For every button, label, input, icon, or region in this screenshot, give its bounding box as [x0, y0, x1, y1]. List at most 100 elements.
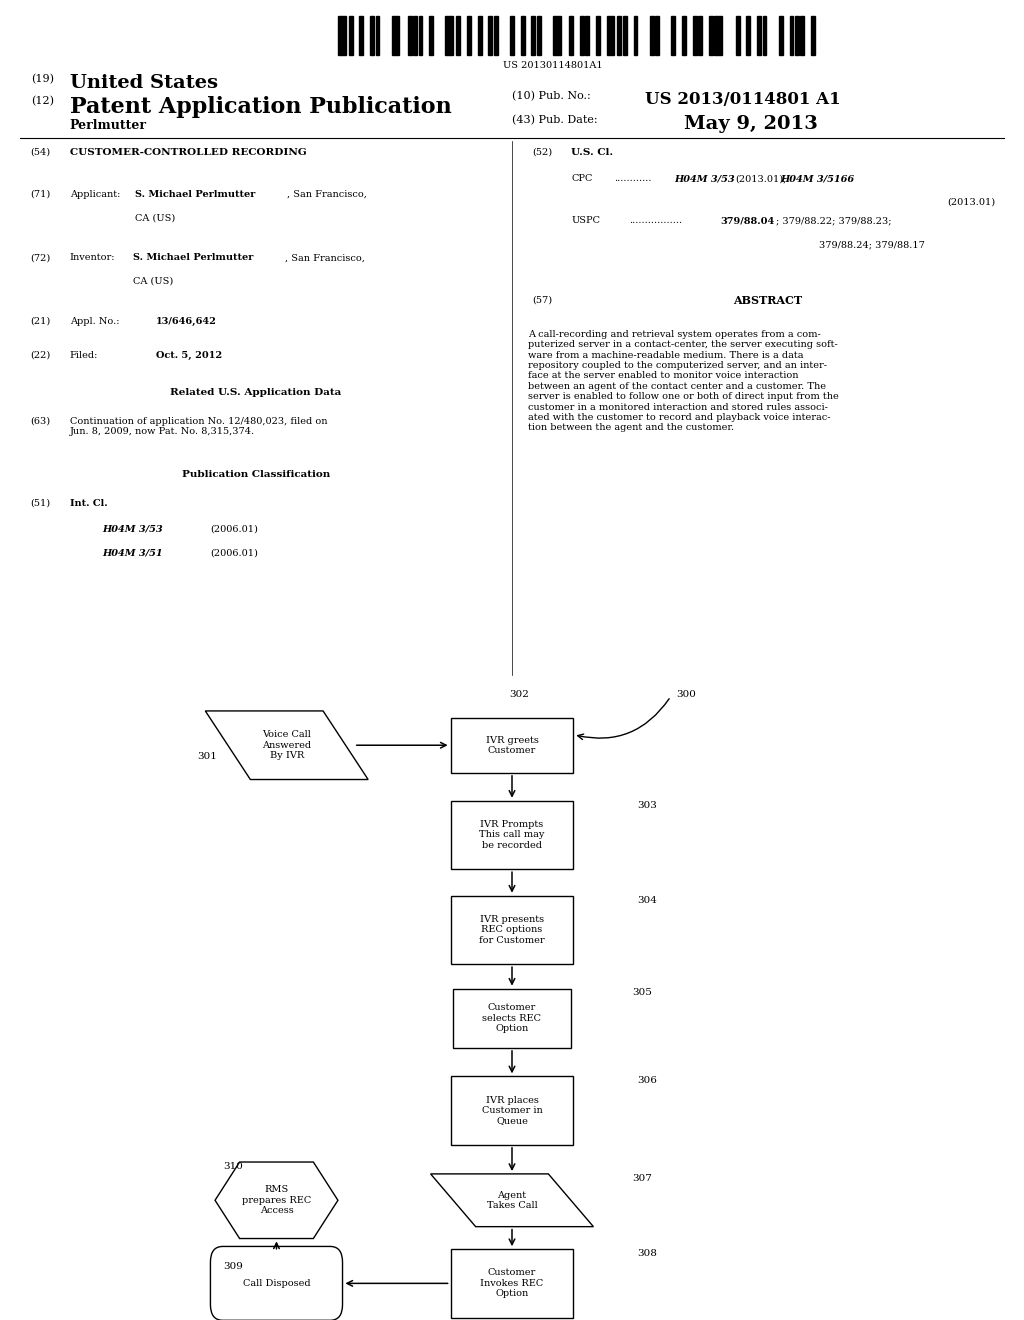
Text: H04M 3/5166: H04M 3/5166: [780, 174, 854, 183]
Text: (57): (57): [532, 296, 553, 305]
Text: ; 379/88.22; 379/88.23;: ; 379/88.22; 379/88.23;: [776, 216, 892, 226]
Text: (51): (51): [31, 499, 51, 508]
Text: H04M 3/53: H04M 3/53: [102, 525, 163, 535]
Text: (2006.01): (2006.01): [210, 549, 258, 557]
Bar: [735, 16, 739, 55]
Text: (63): (63): [31, 417, 51, 426]
Text: 309: 309: [223, 1262, 243, 1271]
Text: (54): (54): [31, 148, 51, 157]
Text: S. Michael Perlmutter: S. Michael Perlmutter: [135, 190, 256, 199]
Text: Voice Call
Answered
By IVR: Voice Call Answered By IVR: [262, 730, 311, 760]
FancyBboxPatch shape: [451, 1249, 573, 1317]
Bar: [655, 16, 658, 55]
Polygon shape: [206, 711, 369, 780]
Text: 303: 303: [637, 801, 656, 809]
Text: Agent
Takes Call: Agent Takes Call: [486, 1191, 538, 1210]
Bar: [553, 16, 560, 55]
Bar: [763, 16, 766, 55]
FancyBboxPatch shape: [453, 989, 571, 1048]
Text: U.S. Cl.: U.S. Cl.: [571, 148, 613, 157]
Bar: [709, 16, 713, 55]
Text: Related U.S. Application Data: Related U.S. Application Data: [170, 388, 342, 397]
Text: CA (US): CA (US): [133, 277, 173, 286]
Text: Inventor:: Inventor:: [70, 253, 115, 263]
Text: IVR places
Customer in
Queue: IVR places Customer in Queue: [481, 1096, 543, 1126]
Bar: [510, 16, 514, 55]
Text: Patent Application Publication: Patent Application Publication: [70, 96, 452, 119]
FancyBboxPatch shape: [451, 1076, 573, 1144]
Text: Call Disposed: Call Disposed: [243, 1279, 310, 1288]
Text: IVR Prompts
This call may
be recorded: IVR Prompts This call may be recorded: [479, 820, 545, 850]
Text: (2013.01);: (2013.01);: [735, 174, 786, 183]
Text: 379/88.04: 379/88.04: [720, 216, 774, 226]
Text: (21): (21): [31, 317, 51, 326]
Bar: [671, 16, 675, 55]
Text: (12): (12): [31, 96, 53, 107]
Bar: [391, 16, 399, 55]
Text: Publication Classification: Publication Classification: [182, 470, 330, 479]
Bar: [580, 16, 584, 55]
Bar: [634, 16, 637, 55]
FancyBboxPatch shape: [451, 895, 573, 964]
Bar: [569, 16, 572, 55]
Text: Appl. No.:: Appl. No.:: [70, 317, 119, 326]
Text: Perlmutter: Perlmutter: [70, 119, 146, 132]
Text: Oct. 5, 2012: Oct. 5, 2012: [156, 351, 222, 360]
Text: (10) Pub. No.:: (10) Pub. No.:: [512, 91, 591, 102]
Bar: [445, 16, 453, 55]
Bar: [456, 16, 460, 55]
Text: (71): (71): [31, 190, 51, 199]
Bar: [419, 16, 422, 55]
Text: (72): (72): [31, 253, 51, 263]
Bar: [488, 16, 493, 55]
Text: Filed:: Filed:: [70, 351, 98, 360]
Text: IVR greets
Customer: IVR greets Customer: [485, 735, 539, 755]
Bar: [698, 16, 701, 55]
Bar: [778, 16, 782, 55]
Text: .................: .................: [629, 216, 682, 226]
Text: 307: 307: [632, 1173, 651, 1183]
Bar: [585, 16, 589, 55]
Bar: [520, 16, 524, 55]
Bar: [370, 16, 374, 55]
Text: 310: 310: [223, 1162, 243, 1171]
FancyBboxPatch shape: [211, 1246, 342, 1320]
Text: A call-recording and retrieval system operates from a com-
puterized server in a: A call-recording and retrieval system op…: [528, 330, 839, 433]
Polygon shape: [215, 1162, 338, 1238]
Bar: [800, 16, 804, 55]
Text: CA (US): CA (US): [135, 214, 175, 223]
Text: 13/646,642: 13/646,642: [156, 317, 216, 326]
Bar: [649, 16, 653, 55]
Bar: [811, 16, 815, 55]
Text: May 9, 2013: May 9, 2013: [684, 115, 818, 133]
Text: USPC: USPC: [571, 216, 600, 226]
Text: 300: 300: [676, 690, 695, 698]
Text: 308: 308: [637, 1249, 656, 1258]
Text: 305: 305: [632, 987, 651, 997]
Text: H04M 3/51: H04M 3/51: [102, 549, 163, 557]
Bar: [359, 16, 364, 55]
Bar: [477, 16, 481, 55]
Text: Customer
Invokes REC
Option: Customer Invokes REC Option: [480, 1269, 544, 1299]
Polygon shape: [430, 1173, 594, 1226]
Bar: [795, 16, 799, 55]
Text: 306: 306: [637, 1076, 656, 1085]
Text: (2013.01): (2013.01): [947, 198, 995, 207]
Bar: [376, 16, 379, 55]
Text: CUSTOMER-CONTROLLED RECORDING: CUSTOMER-CONTROLLED RECORDING: [70, 148, 306, 157]
Bar: [596, 16, 600, 55]
Text: Applicant:: Applicant:: [70, 190, 120, 199]
Bar: [429, 16, 433, 55]
Text: (22): (22): [31, 351, 51, 360]
Bar: [413, 16, 417, 55]
Bar: [617, 16, 622, 55]
Bar: [623, 16, 627, 55]
Text: (52): (52): [532, 148, 553, 157]
Bar: [467, 16, 471, 55]
Text: 379/88.24; 379/88.17: 379/88.24; 379/88.17: [819, 240, 925, 249]
Text: US 20130114801A1: US 20130114801A1: [503, 61, 603, 70]
Bar: [682, 16, 686, 55]
Text: Continuation of application No. 12/480,023, filed on
Jun. 8, 2009, now Pat. No. : Continuation of application No. 12/480,0…: [70, 417, 327, 436]
Bar: [714, 16, 722, 55]
FancyBboxPatch shape: [451, 718, 573, 774]
